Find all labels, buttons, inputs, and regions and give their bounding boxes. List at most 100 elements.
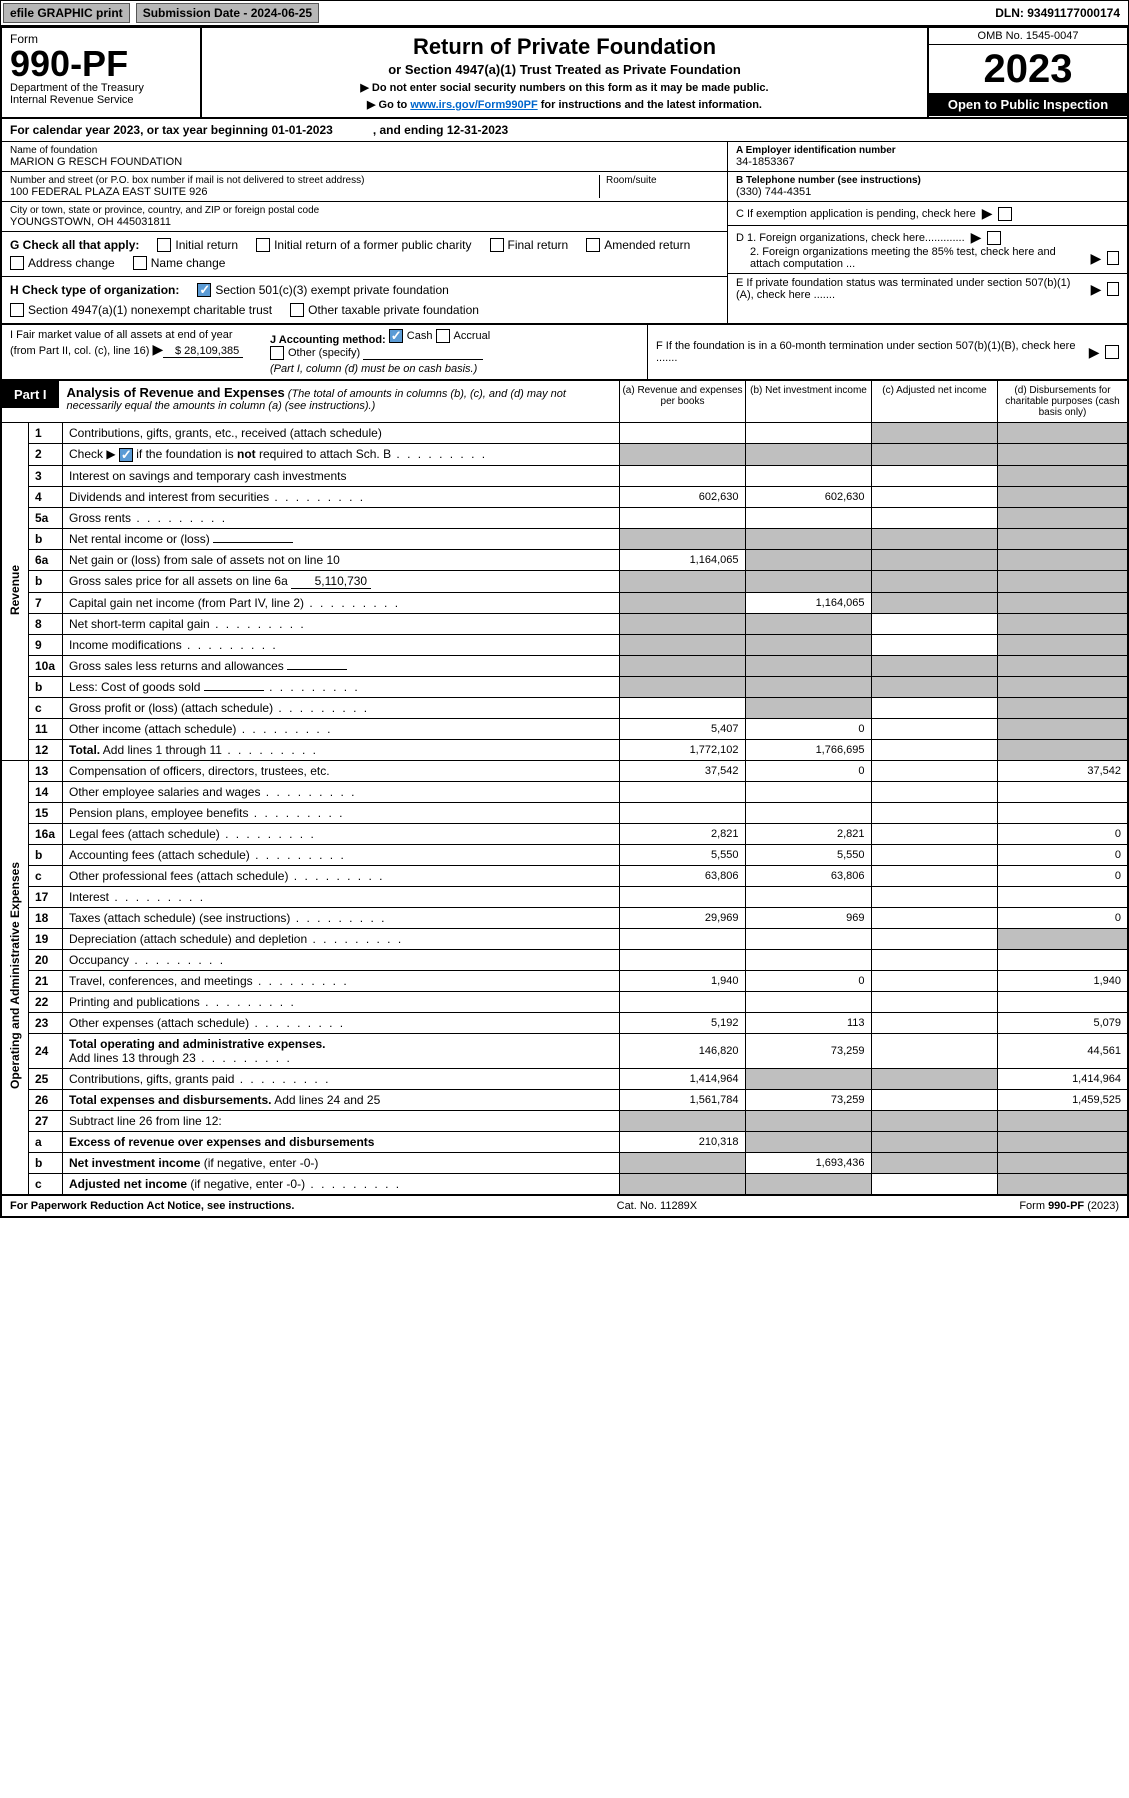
table-row: 10aGross sales less returns and allowanc… [2, 655, 1127, 676]
table-row: bNet rental income or (loss) [2, 528, 1127, 549]
col-c-header: (c) Adjusted net income [871, 381, 997, 422]
table-row: 7Capital gain net income (from Part IV, … [2, 592, 1127, 613]
line-number: 14 [29, 781, 63, 802]
table-row: 18Taxes (attach schedule) (see instructi… [2, 907, 1127, 928]
g-label: G Check all that apply: [10, 238, 139, 252]
opt-other-acct: Other (specify) [288, 347, 360, 359]
opt-name: Name change [151, 256, 226, 270]
table-row: cAdjusted net income (if negative, enter… [2, 1173, 1127, 1194]
revenue-section: Revenue [2, 423, 29, 760]
checkbox-4947[interactable] [10, 303, 24, 317]
tel-label: B Telephone number (see instructions) [736, 175, 921, 186]
name-label: Name of foundation [10, 145, 719, 156]
line-description: Occupancy [63, 949, 620, 970]
line-description: Gross rents [63, 507, 620, 528]
line-number: 9 [29, 634, 63, 655]
line-number: 13 [29, 760, 63, 781]
line-number: 3 [29, 465, 63, 486]
e-label: E If private foundation status was termi… [736, 277, 1085, 301]
line-description: Pension plans, employee benefits [63, 802, 620, 823]
ein: 34-1853367 [736, 156, 1119, 168]
opt-accrual: Accrual [454, 330, 491, 342]
footer-left: For Paperwork Reduction Act Notice, see … [10, 1200, 294, 1212]
line-description: Other professional fees (attach schedule… [63, 865, 620, 886]
table-row: 25Contributions, gifts, grants paid1,414… [2, 1068, 1127, 1089]
table-row: 20Occupancy [2, 949, 1127, 970]
checkbox-d2[interactable] [1107, 251, 1119, 265]
table-row: 21Travel, conferences, and meetings1,940… [2, 970, 1127, 991]
arrow-icon: ▶ [982, 205, 993, 222]
line-description: Capital gain net income (from Part IV, l… [63, 592, 620, 613]
line-description: Taxes (attach schedule) (see instruction… [63, 907, 620, 928]
f-label: F If the foundation is in a 60-month ter… [656, 340, 1083, 364]
checkbox-other-tax[interactable] [290, 303, 304, 317]
cal-begin: For calendar year 2023, or tax year begi… [10, 123, 333, 137]
footer-mid: Cat. No. 11289X [617, 1200, 698, 1212]
table-row: 23Other expenses (attach schedule)5,1921… [2, 1012, 1127, 1033]
line-description: Other employee salaries and wages [63, 781, 620, 802]
telephone: (330) 744-4351 [736, 186, 1119, 198]
tax-year: 2023 [929, 45, 1127, 93]
line-number: 8 [29, 613, 63, 634]
checkbox-d1[interactable] [987, 231, 1001, 245]
line-description: Gross sales price for all assets on line… [63, 570, 620, 592]
checkbox-amended[interactable] [586, 238, 600, 252]
table-row: 17Interest [2, 886, 1127, 907]
checkbox-final[interactable] [490, 238, 504, 252]
line-description: Net rental income or (loss) [63, 528, 620, 549]
line-description: Less: Cost of goods sold [63, 676, 620, 697]
opt-other-tax: Other taxable private foundation [308, 303, 479, 317]
line-description: Net investment income (if negative, ente… [63, 1152, 620, 1173]
checkbox-initial-return[interactable] [157, 238, 171, 252]
arrow-icon: ▶ [1091, 281, 1102, 298]
form-number: 990-PF [10, 46, 192, 82]
city-label: City or town, state or province, country… [10, 205, 719, 216]
line-number: 17 [29, 886, 63, 907]
open-public: Open to Public Inspection [929, 93, 1127, 116]
table-row: 27Subtract line 26 from line 12: [2, 1110, 1127, 1131]
j-note: (Part I, column (d) must be on cash basi… [270, 363, 477, 375]
checkbox-cash[interactable] [389, 329, 403, 343]
efile-button[interactable]: efile GRAPHIC print [3, 3, 130, 23]
part1-header: Part I Analysis of Revenue and Expenses … [2, 379, 1127, 423]
col-b-header: (b) Net investment income [745, 381, 871, 422]
table-row: 11Other income (attach schedule)5,4070 [2, 718, 1127, 739]
opt-amended: Amended return [604, 238, 690, 252]
part1-title: Analysis of Revenue and Expenses [67, 385, 285, 400]
line-number: a [29, 1131, 63, 1152]
line-number: c [29, 1173, 63, 1194]
line-description: Other expenses (attach schedule) [63, 1012, 620, 1033]
line-description: Income modifications [63, 634, 620, 655]
line-description: Dividends and interest from securities [63, 486, 620, 507]
room-label: Room/suite [606, 175, 719, 186]
checkbox-initial-former[interactable] [256, 238, 270, 252]
table-row: 24Total operating and administrative exp… [2, 1033, 1127, 1068]
line-number: 27 [29, 1110, 63, 1131]
part1-tag: Part I [2, 381, 59, 408]
checkbox-accrual[interactable] [436, 329, 450, 343]
checkbox-other-acct[interactable] [270, 346, 284, 360]
line-number: 18 [29, 907, 63, 928]
opt-cash: Cash [407, 330, 433, 342]
table-row: bLess: Cost of goods sold [2, 676, 1127, 697]
line-number: 22 [29, 991, 63, 1012]
checkbox-address[interactable] [10, 256, 24, 270]
line-description: Printing and publications [63, 991, 620, 1012]
checkbox-c[interactable] [998, 207, 1012, 221]
checkbox-name[interactable] [133, 256, 147, 270]
d1-label: D 1. Foreign organizations, check here..… [736, 232, 965, 244]
line-description: Gross sales less returns and allowances [63, 655, 620, 676]
checkbox-f[interactable] [1105, 345, 1119, 359]
line-number: c [29, 865, 63, 886]
checkbox-e[interactable] [1107, 282, 1119, 296]
table-row: 8Net short-term capital gain [2, 613, 1127, 634]
arrow-icon: ▶ [1089, 344, 1100, 361]
irs-link[interactable]: www.irs.gov/Form990PF [410, 99, 537, 111]
line-number: b [29, 528, 63, 549]
addr-label: Number and street (or P.O. box number if… [10, 175, 599, 186]
line-description: Contributions, gifts, grants, etc., rece… [63, 423, 620, 444]
line-description: Interest [63, 886, 620, 907]
line-number: b [29, 1152, 63, 1173]
checkbox-501c3[interactable] [197, 283, 211, 297]
expenses-section: Operating and Administrative Expenses [2, 760, 29, 1194]
